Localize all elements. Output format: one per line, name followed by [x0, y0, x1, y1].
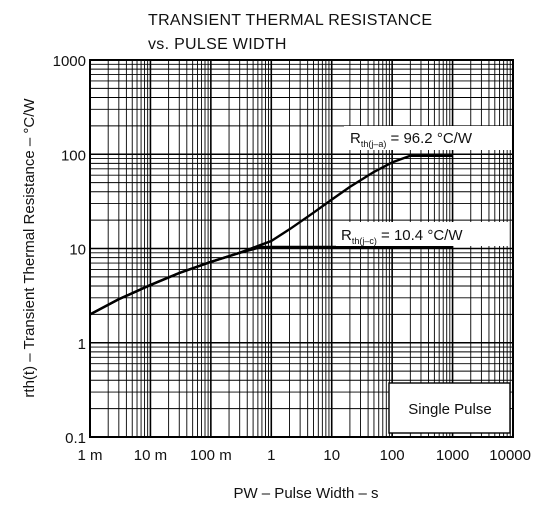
chart-subtitle: vs. PULSE WIDTH — [148, 36, 287, 53]
single-pulse-label: Single Pulse — [408, 401, 491, 418]
y-tick-label: 0.1 — [65, 430, 86, 447]
y-tick-label: 10 — [69, 242, 86, 259]
rth-ja-label-bg — [344, 126, 512, 150]
rth-ja-annotation: Rth(j–a) = 96.2 °C/W — [350, 130, 473, 149]
rth-jc-label-bg — [336, 222, 508, 246]
x-axis-label: PW – Pulse Width – s — [233, 485, 378, 502]
y-axis-label: rth(t) – Transient Thermal Resistance – … — [21, 98, 38, 398]
x-tick-label: 100 m — [190, 447, 232, 464]
single-pulse-box — [388, 382, 511, 434]
rth-jc-annotation: Rth(j–c) = 10.4 °C/W — [341, 227, 463, 246]
y-tick-label: 100 — [61, 147, 86, 164]
x-tick-label: 10 — [323, 447, 340, 464]
x-tick-label: 100 — [380, 447, 405, 464]
tick-labels: 1 m 10 m 100 m 1 10 100 1000 10000 0.1 1 10 100 1000 — [53, 53, 531, 464]
chart-title: TRANSIENT THERMAL RESISTANCE — [148, 12, 432, 29]
plot-frame — [89, 59, 514, 438]
x-tick-label: 10 m — [134, 447, 167, 464]
rth-jc-curve — [89, 245, 453, 316]
y-tick-label: 1 — [78, 336, 86, 353]
x-tick-label: 10000 — [489, 447, 531, 464]
y-tick-label: 1000 — [53, 53, 86, 70]
x-tick-label: 1 m — [77, 447, 102, 464]
x-tick-label: 1000 — [436, 447, 469, 464]
series-layer — [89, 154, 453, 316]
x-tick-label: 1 — [267, 447, 275, 464]
chart-grid — [89, 60, 513, 438]
